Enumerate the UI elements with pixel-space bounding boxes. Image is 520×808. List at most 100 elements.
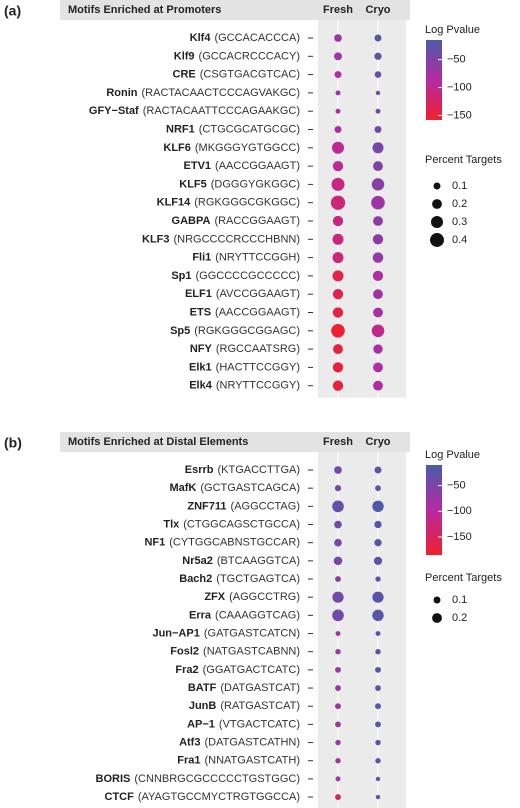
row-label: Ronin (RACTACAACTCCCAGVAKGC): [106, 87, 300, 99]
motif-name: Esrrb: [185, 464, 214, 476]
motif-name: Fra1: [177, 755, 200, 767]
dot: [375, 108, 381, 114]
motif-name: Atf3: [179, 736, 200, 748]
motif-consensus: (AVCCGGAAGT): [216, 288, 300, 300]
chart-title: Motifs Enriched at Distal Elements: [68, 436, 248, 448]
dot: [373, 344, 383, 354]
motif-name: BATF: [188, 682, 217, 694]
dot: [371, 195, 385, 210]
dot: [332, 233, 344, 245]
column-label: Cryo: [365, 436, 390, 448]
dot: [335, 108, 341, 114]
dot: [371, 324, 385, 338]
dot: [334, 34, 342, 42]
motif-name: ZFX: [204, 591, 225, 603]
motif-name: AP−1: [187, 718, 215, 730]
column-label: Fresh: [323, 4, 353, 16]
panel-label: (a): [4, 3, 21, 19]
motif-name: CTCF: [105, 791, 135, 803]
dot: [332, 252, 344, 264]
dot: [375, 794, 381, 800]
size-key: [432, 199, 442, 209]
dot: [335, 703, 341, 710]
motif-consensus: (CSGTGACGTCAC): [200, 69, 300, 81]
motif-consensus: (GCTGASTCAGCA): [200, 482, 300, 494]
row-label: Fra2 (GGATGACTCATC): [175, 664, 300, 676]
dot: [375, 739, 381, 746]
dot: [335, 794, 341, 800]
colorbar-tick-label: −50: [447, 479, 466, 491]
motif-name: Klf9: [174, 50, 195, 62]
dot: [375, 649, 381, 655]
row-label: ETV1 (AACCGGAAGT): [184, 160, 300, 172]
row-label: Tlx (CTGGCAGSCTGCCA): [163, 518, 300, 530]
dot: [330, 195, 346, 210]
motif-consensus: (NRYTTCCGGY): [216, 380, 300, 392]
dot: [335, 90, 341, 96]
motif-name: MafK: [169, 482, 196, 494]
dot: [372, 142, 384, 154]
legend-title: Percent Targets: [425, 572, 502, 584]
dot: [335, 739, 341, 746]
row-label: Fosl2 (NATGASTCABNN): [170, 646, 300, 658]
row-label: ZFX (AGGCCTRG): [204, 591, 300, 603]
row-label: KLF6 (MKGGGYGTGGCC): [163, 142, 300, 154]
colorbar: [426, 465, 442, 555]
motif-name: Sp5: [170, 325, 190, 337]
dot: [335, 631, 341, 636]
dot: [335, 685, 341, 691]
motif-name: Tlx: [163, 518, 180, 530]
row-label: Fli1 (NRYTTCCGGH): [192, 252, 300, 264]
motif-name: Elk1: [189, 361, 212, 373]
dot: [332, 500, 344, 513]
dot: [331, 324, 345, 338]
row-label: AP−1 (VTGACTCATC): [187, 718, 300, 730]
dot: [374, 52, 382, 60]
legend-title: Percent Targets: [425, 154, 502, 166]
motif-consensus: (RGKGGGCGGAGC): [194, 325, 300, 337]
size-key: [430, 233, 444, 247]
dot: [374, 466, 382, 474]
dot: [374, 34, 382, 42]
column-label: Cryo: [365, 4, 390, 16]
row-label: MafK (GCTGASTCAGCA): [169, 482, 300, 494]
row-label: Nr5a2 (BTCAAGGTCA): [182, 555, 300, 567]
motif-name: Ronin: [106, 87, 137, 99]
row-label: NFY (RGCCAATSRG): [190, 343, 300, 355]
colorbar-tick-label: −50: [447, 53, 466, 65]
dot: [332, 307, 344, 318]
motif-consensus: (KTGACCTTGA): [218, 464, 301, 476]
dot: [332, 215, 344, 227]
dot: [373, 161, 383, 172]
row-label: Esrrb (KTGACCTTGA): [185, 464, 300, 476]
header-band: [60, 0, 410, 20]
motif-consensus: (RACCGGAAGT): [214, 215, 300, 227]
dot: [374, 71, 382, 78]
motif-name: ELF1: [185, 288, 212, 300]
dot: [372, 234, 384, 245]
panel-label: (b): [4, 435, 22, 451]
row-label: KLF14 (RGKGGGCGKGGC): [157, 197, 300, 209]
dot: [375, 90, 381, 96]
dot: [375, 631, 381, 636]
dot: [375, 776, 381, 782]
dot: [374, 539, 382, 547]
colorbar: [426, 40, 442, 120]
motif-name: ETV1: [184, 160, 212, 172]
size-key-label: 0.3: [452, 216, 467, 228]
motif-name: NRF1: [166, 123, 195, 135]
dot: [332, 289, 344, 300]
motif-consensus: (RACTACAACTCCCAGVAKGC): [142, 87, 301, 99]
row-label: Bach2 (TGCTGAGTCA): [179, 573, 300, 585]
motif-consensus: (RGKGGGCGKGGC): [194, 197, 300, 209]
dot: [334, 538, 342, 547]
motif-consensus: (MKGGGYGTGGCC): [195, 142, 300, 154]
dot: [334, 71, 342, 79]
motif-consensus: (GATGASTCATCN): [204, 627, 300, 639]
dot: [334, 466, 342, 474]
dot: [332, 380, 344, 391]
motif-name: Klf4: [190, 32, 212, 44]
dot: [332, 609, 344, 622]
motif-consensus: (AGGCCTRG): [229, 591, 300, 603]
size-key: [433, 596, 441, 604]
